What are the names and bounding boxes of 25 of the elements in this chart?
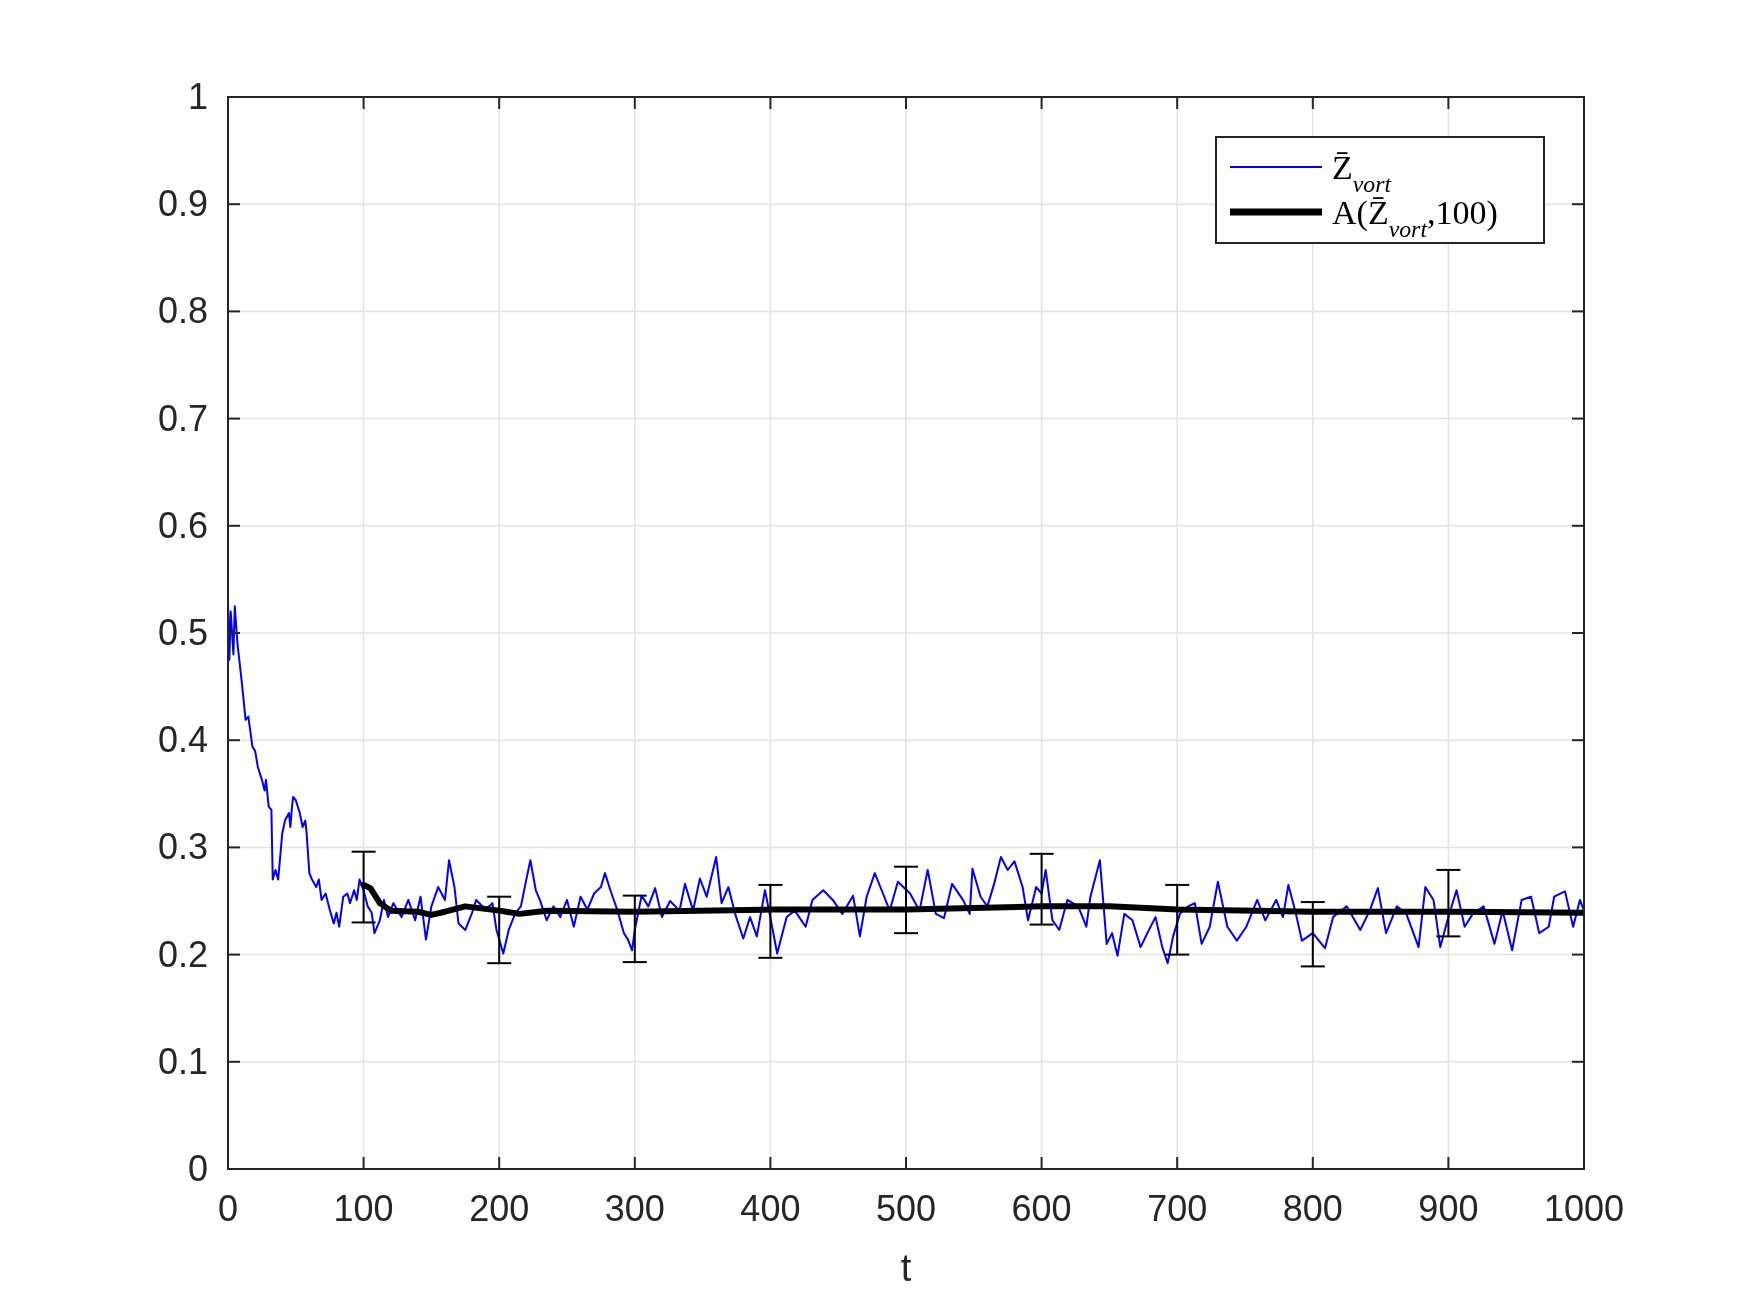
- x-tick-label: 700: [1147, 1188, 1208, 1229]
- y-tick-label: 0.7: [157, 397, 208, 439]
- x-tick-label: 500: [875, 1188, 937, 1229]
- y-tick-label: 0.9: [157, 183, 208, 225]
- x-tick-label: 200: [469, 1188, 530, 1229]
- x-axis-title: t: [900, 1247, 912, 1289]
- x-tick-label: 600: [1011, 1188, 1072, 1229]
- x-tick-label: 800: [1282, 1188, 1343, 1229]
- y-tick-label: 0.2: [157, 933, 208, 975]
- y-tick-label: 0.4: [157, 719, 208, 761]
- x-tick-label: 0: [217, 1188, 239, 1229]
- x-tick-label: 300: [604, 1188, 665, 1229]
- y-tick-label: 0.3: [157, 826, 208, 868]
- legend-label: A(Z̄$_{vort}$,100): [1332, 194, 1498, 242]
- y-tick-label: 0.8: [157, 290, 208, 332]
- x-tick-label: 100: [333, 1188, 394, 1229]
- x-tick-label: 400: [740, 1188, 801, 1229]
- y-tick-label: 0.5: [157, 612, 208, 653]
- x-tick-label: 1000: [1543, 1188, 1625, 1229]
- y-tick-label: 0.6: [157, 504, 208, 546]
- y-tick-label: 0.1: [157, 1040, 208, 1082]
- x-tick-label: 900: [1418, 1188, 1479, 1229]
- y-tick-label: 0: [187, 1148, 208, 1189]
- y-tick-label: 1: [187, 76, 208, 117]
- legend-label: Z̄$_{vort}$: [1332, 149, 1393, 197]
